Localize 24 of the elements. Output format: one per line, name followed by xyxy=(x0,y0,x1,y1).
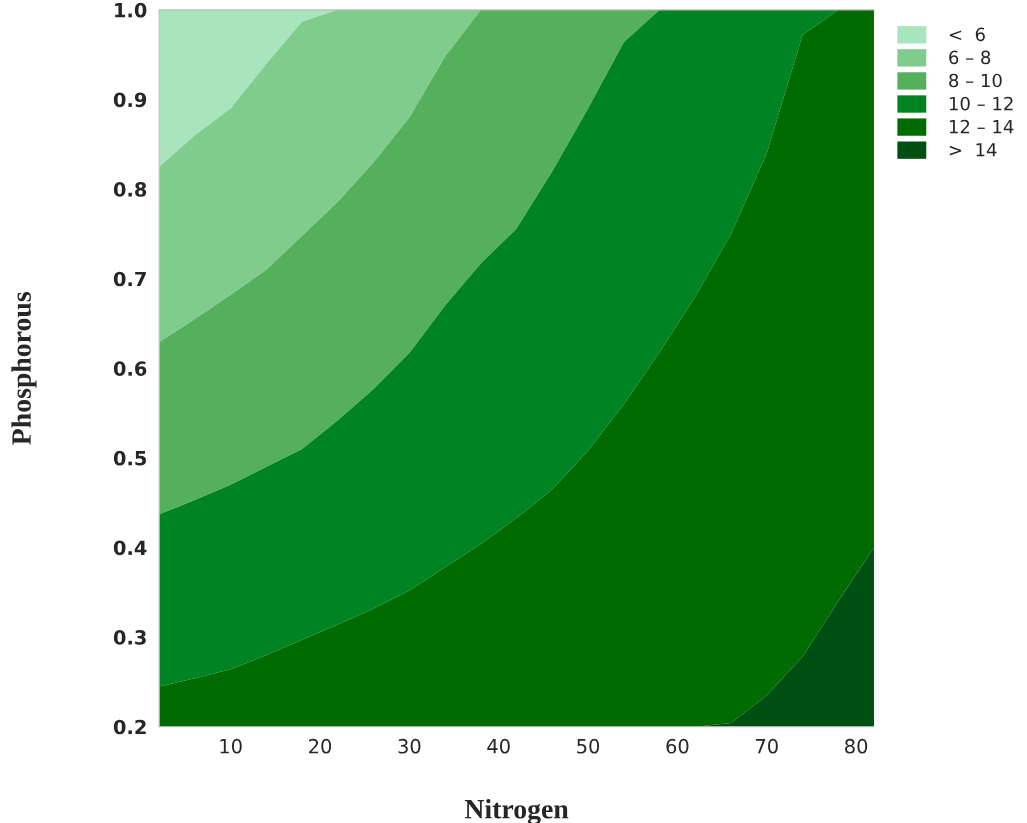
y-axis-title: Phosphorous xyxy=(11,292,37,445)
x-tick-label: 60 xyxy=(666,738,689,754)
x-tick-label: 50 xyxy=(577,738,600,754)
y-tick-label: 0.2 xyxy=(113,719,146,735)
legend-label: 8 – 10 xyxy=(949,73,1002,88)
x-tick-label: 20 xyxy=(309,738,332,754)
y-tick-label: 0.6 xyxy=(113,361,147,376)
y-tick-label: 0.8 xyxy=(113,182,147,197)
x-tick-label: 30 xyxy=(398,738,421,754)
y-tick-label: 0.9 xyxy=(113,92,147,108)
y-tick-label: 0.5 xyxy=(113,450,147,466)
legend-label: > 14 xyxy=(949,143,997,157)
x-tick-label: 10 xyxy=(220,738,242,754)
x-tick-label: 70 xyxy=(755,738,778,754)
x-tick-label: 80 xyxy=(845,738,868,754)
x-tick-label: 40 xyxy=(487,738,510,754)
y-tick-label: 1.0 xyxy=(115,2,147,18)
legend-label: 6 – 8 xyxy=(949,50,991,65)
legend-label: < 6 xyxy=(949,27,985,42)
y-tick-label: 0.4 xyxy=(113,540,147,556)
legend-label: 12 – 14 xyxy=(949,119,1014,134)
y-tick-label: 0.7 xyxy=(113,271,146,287)
legend-label: 10 – 12 xyxy=(949,96,1013,111)
y-tick-label: 0.3 xyxy=(113,630,146,645)
